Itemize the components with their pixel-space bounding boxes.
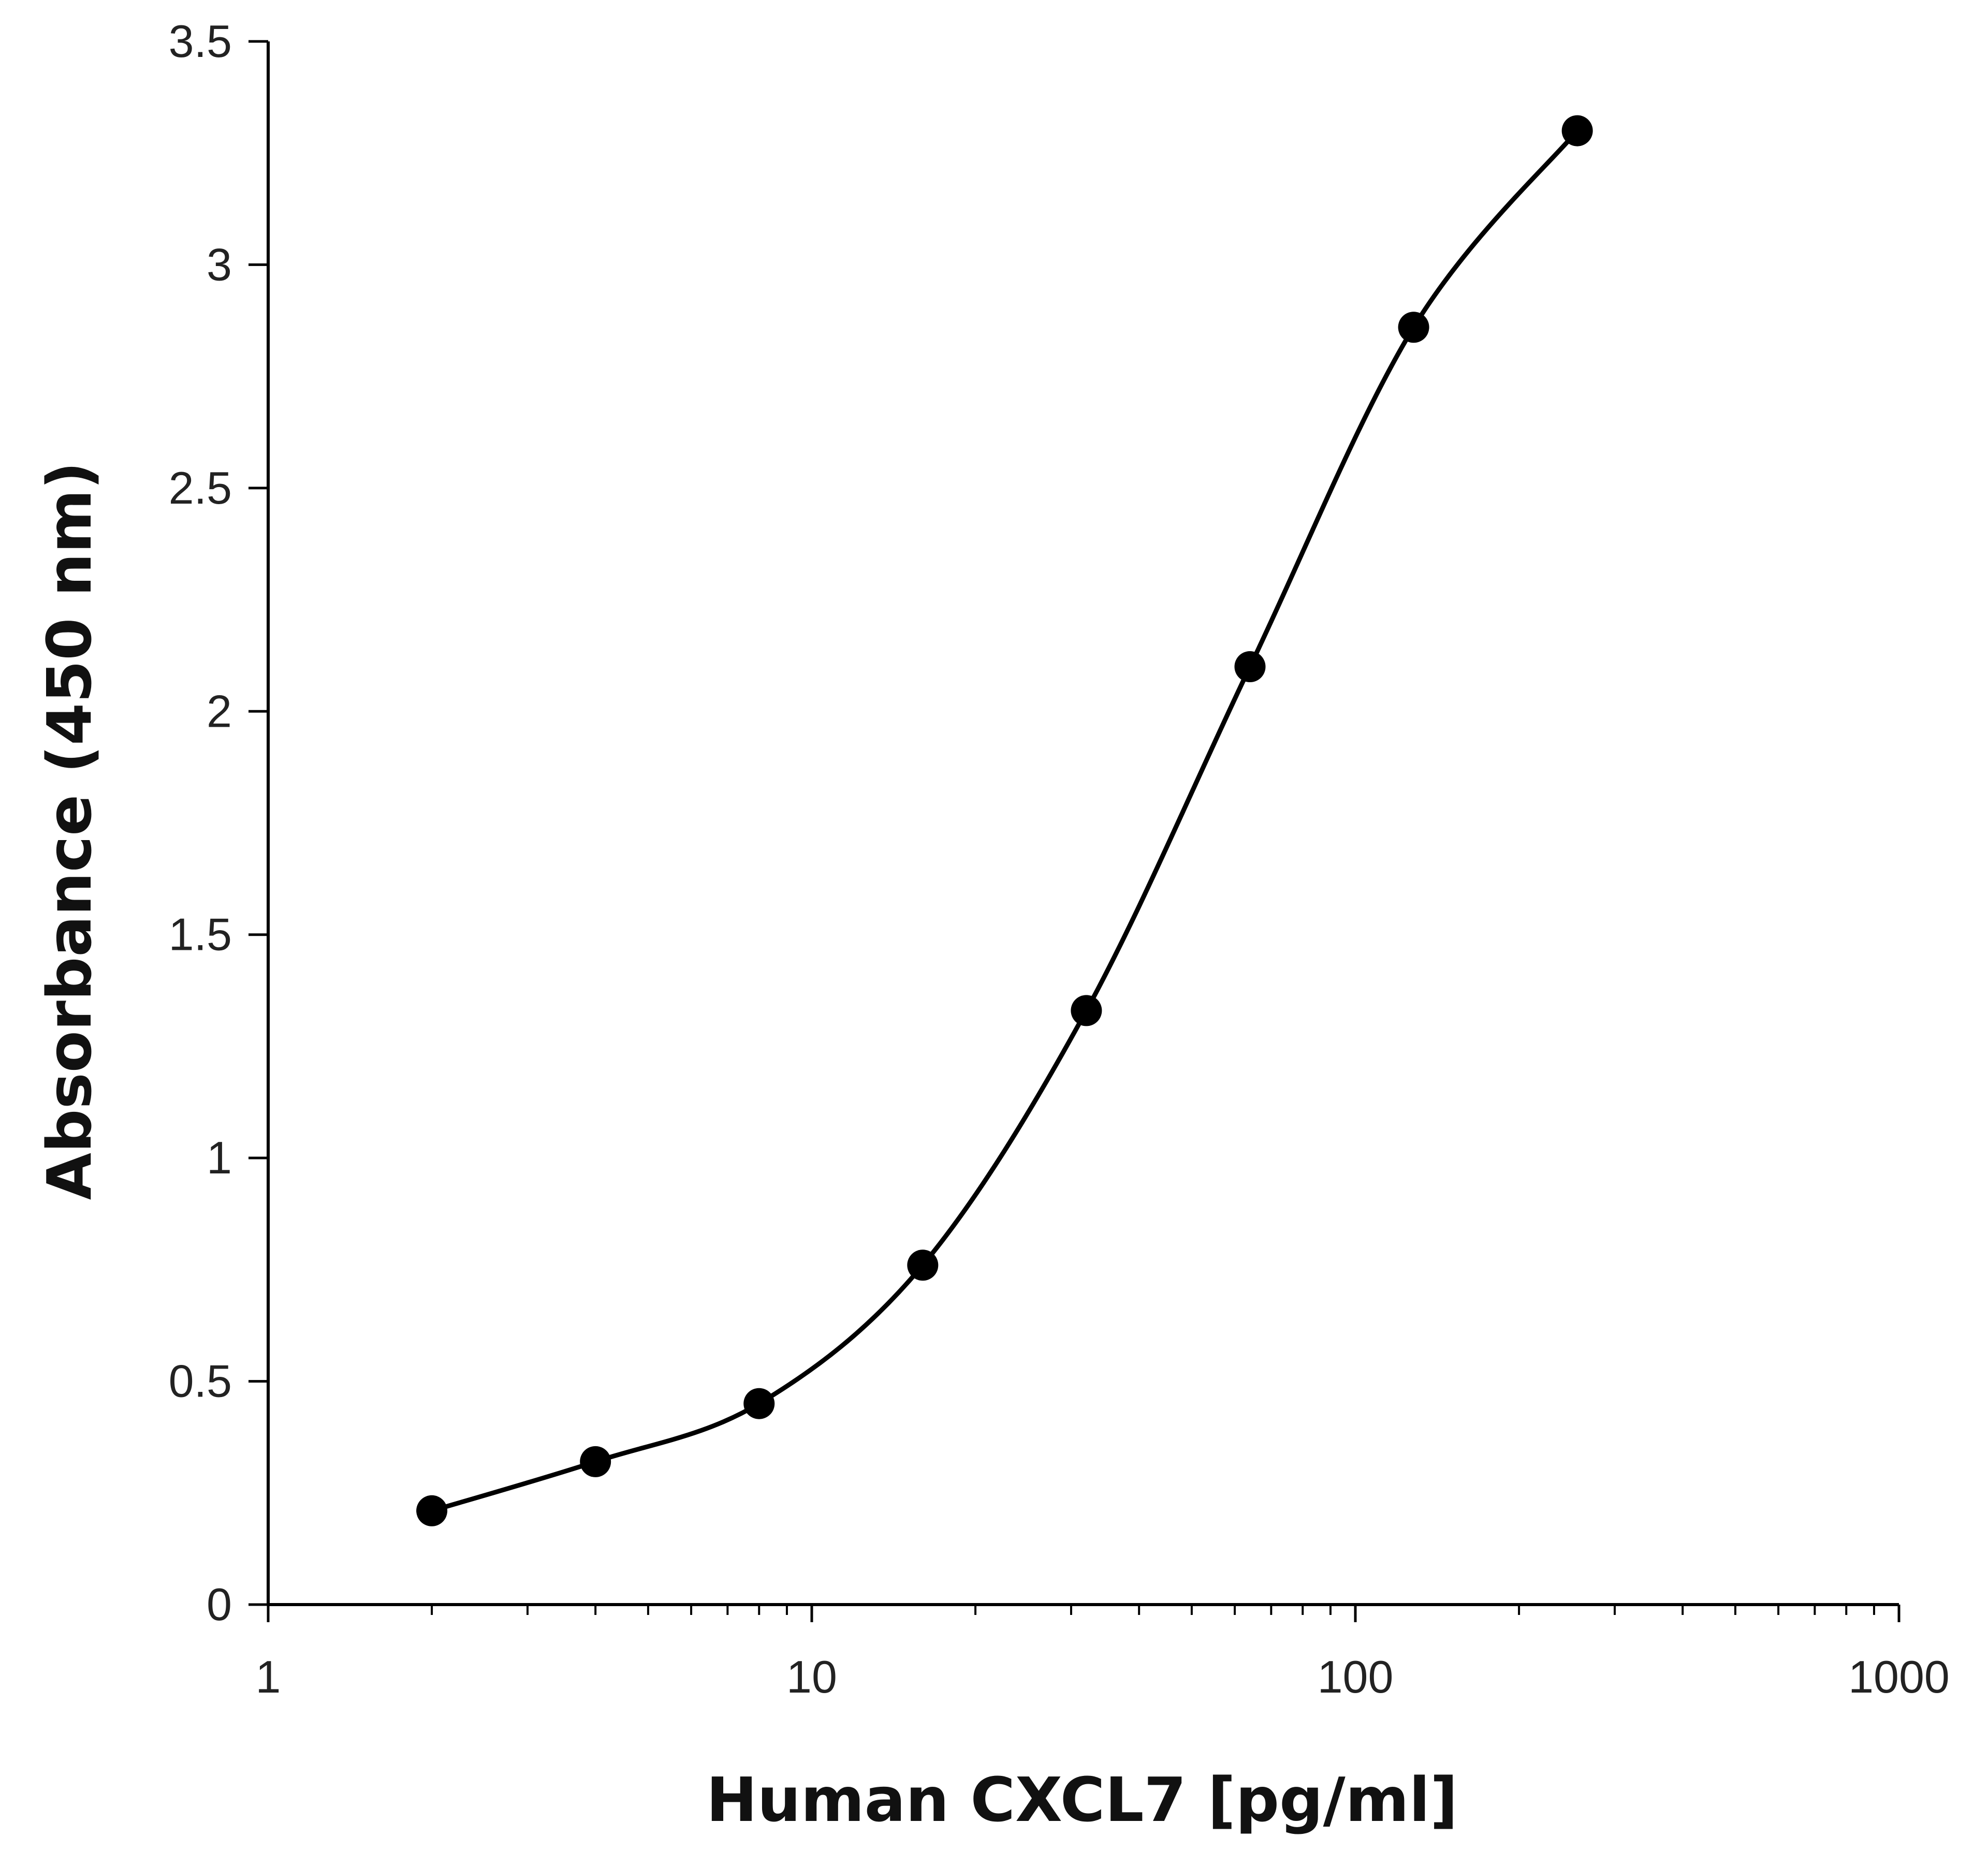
y-tick-label-2: 1 <box>207 1132 232 1183</box>
data-point-0-6 <box>1398 312 1429 343</box>
x-tick-label-3: 1000 <box>1848 1651 1950 1702</box>
y-tick-label-1: 0.5 <box>169 1356 232 1407</box>
data-point-0-7 <box>1561 115 1593 146</box>
series-line-0 <box>429 128 1580 1513</box>
x-axis-title: Human CXCL7 [pg/ml] <box>706 1764 1458 1835</box>
y-tick-label-5: 2.5 <box>169 462 232 513</box>
ticks: 0 0.5 1 1.5 2 2.5 3 3.5 1 10 100 1000 <box>169 16 1950 1702</box>
data-points <box>416 115 1593 1526</box>
x-tick-label-1: 10 <box>786 1651 837 1702</box>
data-point-0-3 <box>907 1250 939 1281</box>
data-point-0-5 <box>1234 651 1266 682</box>
x-tick-label-2: 100 <box>1318 1651 1394 1702</box>
y-tick-label-7: 3.5 <box>169 16 232 67</box>
x-tick-label-0: 1 <box>256 1651 281 1702</box>
data-point-0-0 <box>416 1495 448 1526</box>
data-point-0-1 <box>580 1446 611 1477</box>
curve <box>429 128 1580 1513</box>
data-point-0-4 <box>1071 995 1102 1026</box>
y-axis-title: Absorbance (450 nm) <box>34 462 105 1200</box>
data-point-0-2 <box>743 1388 775 1419</box>
y-tick-label-4: 2 <box>207 685 232 737</box>
y-tick-label-3: 1.5 <box>169 909 232 960</box>
y-tick-label-0: 0 <box>207 1579 232 1630</box>
axes <box>267 41 1899 1606</box>
y-tick-label-6: 3 <box>207 239 232 290</box>
